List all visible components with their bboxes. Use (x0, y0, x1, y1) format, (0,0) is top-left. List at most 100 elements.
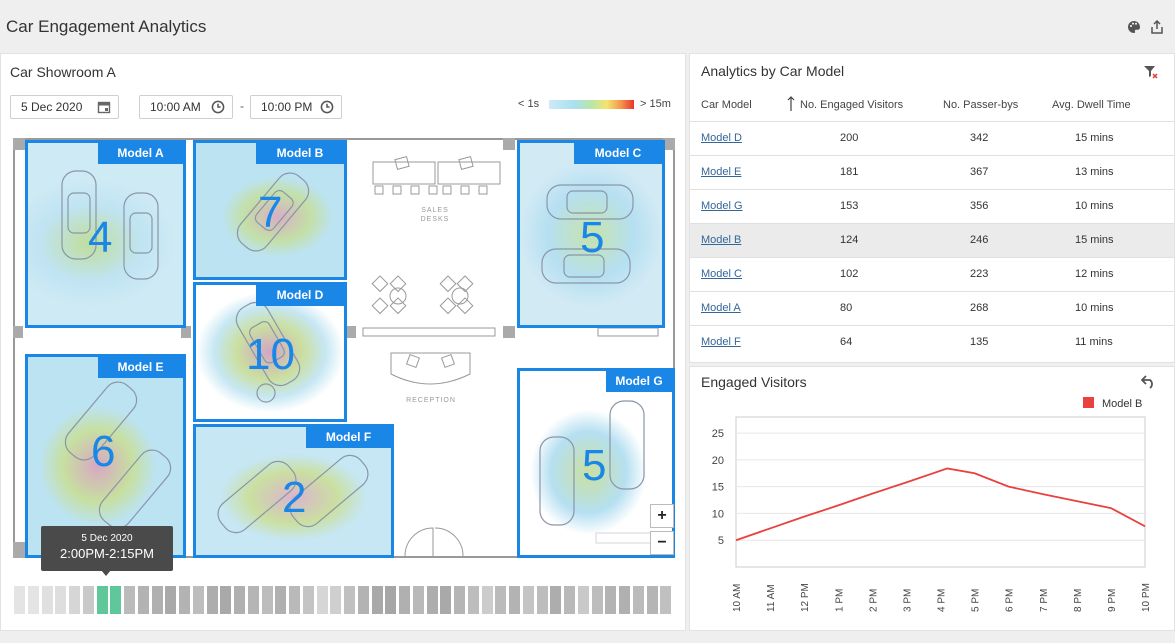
model-link[interactable]: Model C (701, 268, 742, 280)
palette-icon[interactable] (1127, 20, 1141, 34)
time-slot[interactable] (192, 586, 204, 614)
model-link[interactable]: Model D (701, 132, 742, 144)
time-slot[interactable] (357, 586, 369, 614)
col-header-passers[interactable]: No. Passer-bys (943, 99, 1019, 111)
zone-label: Model A (98, 143, 183, 164)
time-slot[interactable] (495, 586, 507, 614)
x-tick-label: 9 PM (1107, 589, 1118, 612)
time-slot[interactable] (206, 586, 218, 614)
undo-icon[interactable] (1141, 374, 1157, 390)
dwell-value: 11 mins (1075, 336, 1113, 348)
date-value: 5 Dec 2020 (21, 100, 83, 114)
time-slot[interactable] (41, 586, 53, 614)
engaged-value: 181 (840, 166, 859, 178)
time-slot[interactable] (330, 586, 342, 614)
time-slot[interactable] (412, 586, 424, 614)
time-slot[interactable] (591, 586, 603, 614)
time-slot[interactable] (536, 586, 548, 614)
time-slot[interactable] (165, 586, 177, 614)
zone-model-g[interactable]: Model G 5 (517, 368, 675, 558)
time-slot[interactable] (440, 586, 452, 614)
zone-model-f[interactable]: Model F 2 (193, 424, 394, 558)
time-slot[interactable] (646, 586, 658, 614)
table-row[interactable]: Model B 124 246 15 mins (690, 223, 1174, 257)
col-header-engaged[interactable]: No. Engaged Visitors (800, 99, 904, 111)
time-slot[interactable] (234, 586, 245, 614)
zone-model-c[interactable]: Model C 5 (517, 140, 665, 328)
time-slot[interactable] (275, 586, 287, 614)
col-header-dwell[interactable]: Avg. Dwell Time (1052, 99, 1131, 111)
time-slot[interactable] (481, 586, 493, 614)
y-tick-label: 20 (712, 455, 724, 467)
zone-count: 2 (282, 473, 307, 522)
zone-model-d[interactable]: Model D 10 (193, 282, 347, 422)
time-slot[interactable] (454, 586, 465, 614)
zoom-out-button[interactable]: − (650, 531, 674, 555)
table-row[interactable]: Model A 80 268 10 mins (690, 291, 1174, 325)
time-slot[interactable] (467, 586, 479, 614)
timeline-tooltip: 5 Dec 2020 2:00PM-2:15PM (41, 526, 173, 571)
zone-count: 6 (91, 427, 116, 476)
time-slot[interactable] (179, 586, 190, 614)
sort-up-arrow-icon[interactable] (787, 96, 795, 112)
zoom-in-button[interactable]: + (650, 504, 674, 528)
x-tick-label: 2 PM (868, 589, 879, 612)
table-row[interactable]: Model F 64 135 11 mins (690, 325, 1174, 359)
time-slot[interactable] (619, 586, 630, 614)
model-link[interactable]: Model A (701, 302, 741, 314)
col-header-car-model[interactable]: Car Model (701, 99, 752, 111)
showroom-panel: Car Showroom A 5 Dec 2020 10:00 AM - 10:… (0, 53, 686, 631)
model-link[interactable]: Model B (701, 234, 742, 246)
time-slot[interactable] (14, 586, 25, 614)
time-slot[interactable] (261, 586, 273, 614)
car-icon (539, 400, 645, 526)
model-link[interactable]: Model G (701, 200, 743, 212)
time-slot[interactable] (564, 586, 575, 614)
time-slot[interactable] (660, 586, 672, 614)
time-slot[interactable] (137, 586, 149, 614)
clear-filter-icon[interactable] (1143, 64, 1159, 80)
time-slot[interactable] (577, 586, 589, 614)
time-slot[interactable] (124, 586, 135, 614)
time-slot[interactable] (289, 586, 300, 614)
y-tick-label: 5 (718, 535, 724, 547)
time-slot[interactable] (151, 586, 163, 614)
reception-label: RECEPTION (406, 397, 456, 404)
time-slot[interactable] (605, 586, 617, 614)
zone-model-b[interactable]: Model B 7 (193, 140, 347, 280)
car-icon (64, 381, 172, 529)
date-picker[interactable]: 5 Dec 2020 (10, 95, 119, 119)
time-to-field[interactable]: 10:00 PM (250, 95, 342, 119)
time-slot[interactable] (344, 586, 355, 614)
time-slot[interactable] (316, 586, 328, 614)
time-from-field[interactable]: 10:00 AM (139, 95, 233, 119)
x-tick-label: 10 PM (1141, 583, 1152, 612)
time-slot[interactable] (509, 586, 520, 614)
time-slot[interactable] (385, 586, 397, 614)
model-link[interactable]: Model E (701, 166, 742, 178)
model-link[interactable]: Model F (701, 336, 741, 348)
time-slot[interactable] (550, 586, 562, 614)
table-row[interactable]: Model E 181 367 13 mins (690, 155, 1174, 189)
time-slot[interactable] (27, 586, 39, 614)
table-row[interactable]: Model G 153 356 10 mins (690, 189, 1174, 223)
time-slot[interactable] (247, 586, 259, 614)
time-slot[interactable] (220, 586, 232, 614)
time-slot[interactable] (110, 586, 122, 614)
time-slot[interactable] (69, 586, 80, 614)
share-icon[interactable] (1150, 20, 1164, 34)
time-slot[interactable] (82, 586, 94, 614)
time-slot[interactable] (302, 586, 314, 614)
time-slot[interactable] (371, 586, 383, 614)
zone-model-a[interactable]: Model A 4 (25, 140, 186, 328)
time-slot[interactable] (426, 586, 438, 614)
time-slot[interactable] (632, 586, 644, 614)
time-slot[interactable] (96, 586, 108, 614)
table-row[interactable]: Model D 200 342 15 mins (690, 121, 1174, 155)
time-slot[interactable] (55, 586, 67, 614)
time-slot[interactable] (399, 586, 410, 614)
y-tick-label: 15 (712, 482, 724, 494)
time-slot[interactable] (522, 586, 534, 614)
engaged-value: 80 (840, 302, 853, 314)
table-row[interactable]: Model C 102 223 12 mins (690, 257, 1174, 291)
